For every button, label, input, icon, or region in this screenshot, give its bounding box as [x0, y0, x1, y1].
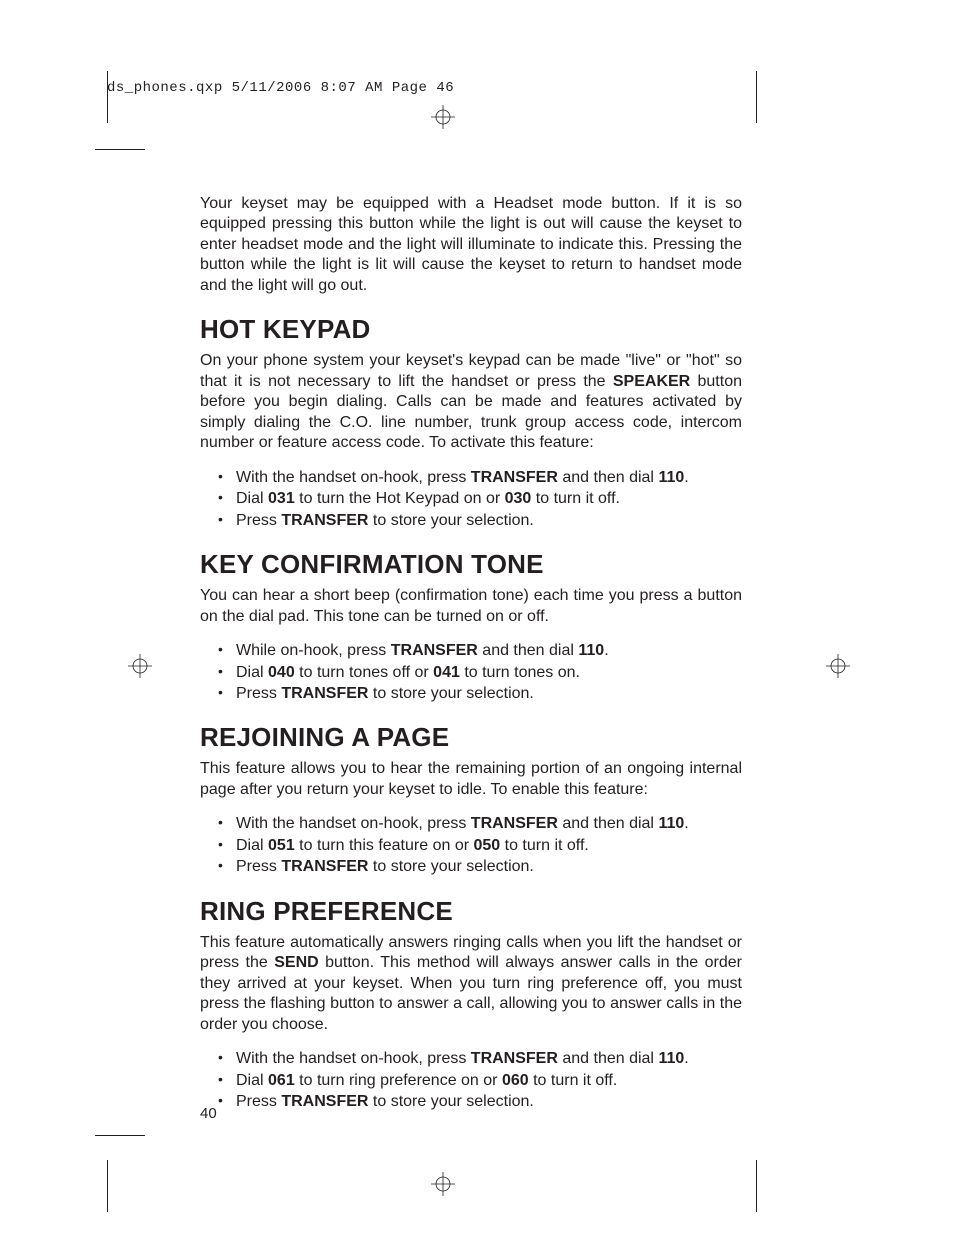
- bold-text: 110: [658, 815, 684, 832]
- bold-text: 061: [268, 1072, 295, 1089]
- list-item: With the handset on-hook, press TRANSFER…: [200, 468, 742, 488]
- bold-text: 030: [505, 490, 532, 507]
- registration-target-icon: [431, 105, 455, 134]
- list-item: Dial 031 to turn the Hot Keypad on or 03…: [200, 489, 742, 509]
- bold-text: TRANSFER: [471, 1050, 558, 1067]
- bold-text: TRANSFER: [281, 685, 368, 702]
- crop-line: [107, 71, 108, 123]
- bold-text: TRANSFER: [281, 858, 368, 875]
- bold-text: 041: [433, 664, 460, 681]
- list-item: Dial 051 to turn this feature on or 050 …: [200, 836, 742, 856]
- list-item: Dial 040 to turn tones off or 041 to tur…: [200, 663, 742, 683]
- intro-paragraph: Your keyset may be equipped with a Heads…: [200, 194, 742, 296]
- bold-text: 031: [268, 490, 295, 507]
- bold-text: 110: [658, 469, 684, 486]
- registration-target-icon: [128, 654, 152, 683]
- section-paragraph: This feature allows you to hear the rema…: [200, 759, 742, 800]
- registration-target-icon: [826, 654, 850, 683]
- section-heading: RING PREFERENCE: [200, 896, 742, 927]
- page-content: Your keyset may be equipped with a Heads…: [200, 194, 742, 1127]
- bold-text: TRANSFER: [391, 642, 478, 659]
- bold-text: 060: [502, 1072, 529, 1089]
- list-item: Press TRANSFER to store your selection.: [200, 857, 742, 877]
- list-item: Press TRANSFER to store your selection.: [200, 511, 742, 531]
- crop-line: [107, 1160, 108, 1212]
- bullet-list: While on-hook, press TRANSFER and then d…: [200, 641, 742, 704]
- crop-line: [95, 1135, 145, 1136]
- section-paragraph: On your phone system your keyset's keypa…: [200, 351, 742, 453]
- bold-text: SEND: [274, 954, 318, 971]
- page-number: 40: [200, 1105, 217, 1122]
- list-item: With the handset on-hook, press TRANSFER…: [200, 814, 742, 834]
- list-item: Press TRANSFER to store your selection.: [200, 684, 742, 704]
- list-item: Press TRANSFER to store your selection.: [200, 1092, 742, 1112]
- bullet-list: With the handset on-hook, press TRANSFER…: [200, 1049, 742, 1112]
- registration-target-icon: [431, 1172, 455, 1201]
- list-item: With the handset on-hook, press TRANSFER…: [200, 1049, 742, 1069]
- bullet-list: With the handset on-hook, press TRANSFER…: [200, 814, 742, 877]
- bold-text: TRANSFER: [471, 815, 558, 832]
- list-item: Dial 061 to turn ring preference on or 0…: [200, 1071, 742, 1091]
- bullet-list: With the handset on-hook, press TRANSFER…: [200, 468, 742, 531]
- bold-text: 050: [473, 837, 500, 854]
- bold-text: 051: [268, 837, 295, 854]
- bold-text: TRANSFER: [281, 1093, 368, 1110]
- section-paragraph: This feature automatically answers ringi…: [200, 933, 742, 1035]
- crop-line: [756, 71, 757, 123]
- bold-text: 040: [268, 664, 295, 681]
- section-heading: HOT KEYPAD: [200, 314, 742, 345]
- bold-text: SPEAKER: [613, 373, 690, 390]
- section-heading: KEY CONFIRMATION TONE: [200, 549, 742, 580]
- bold-text: 110: [658, 1050, 684, 1067]
- section-heading: REJOINING A PAGE: [200, 722, 742, 753]
- bold-text: TRANSFER: [281, 512, 368, 529]
- prepress-slug: ds_phones.qxp 5/11/2006 8:07 AM Page 46: [107, 80, 454, 96]
- list-item: While on-hook, press TRANSFER and then d…: [200, 641, 742, 661]
- bold-text: 110: [578, 642, 604, 659]
- crop-line: [95, 149, 145, 150]
- bold-text: TRANSFER: [471, 469, 558, 486]
- crop-line: [756, 1160, 757, 1212]
- section-paragraph: You can hear a short beep (confirmation …: [200, 586, 742, 627]
